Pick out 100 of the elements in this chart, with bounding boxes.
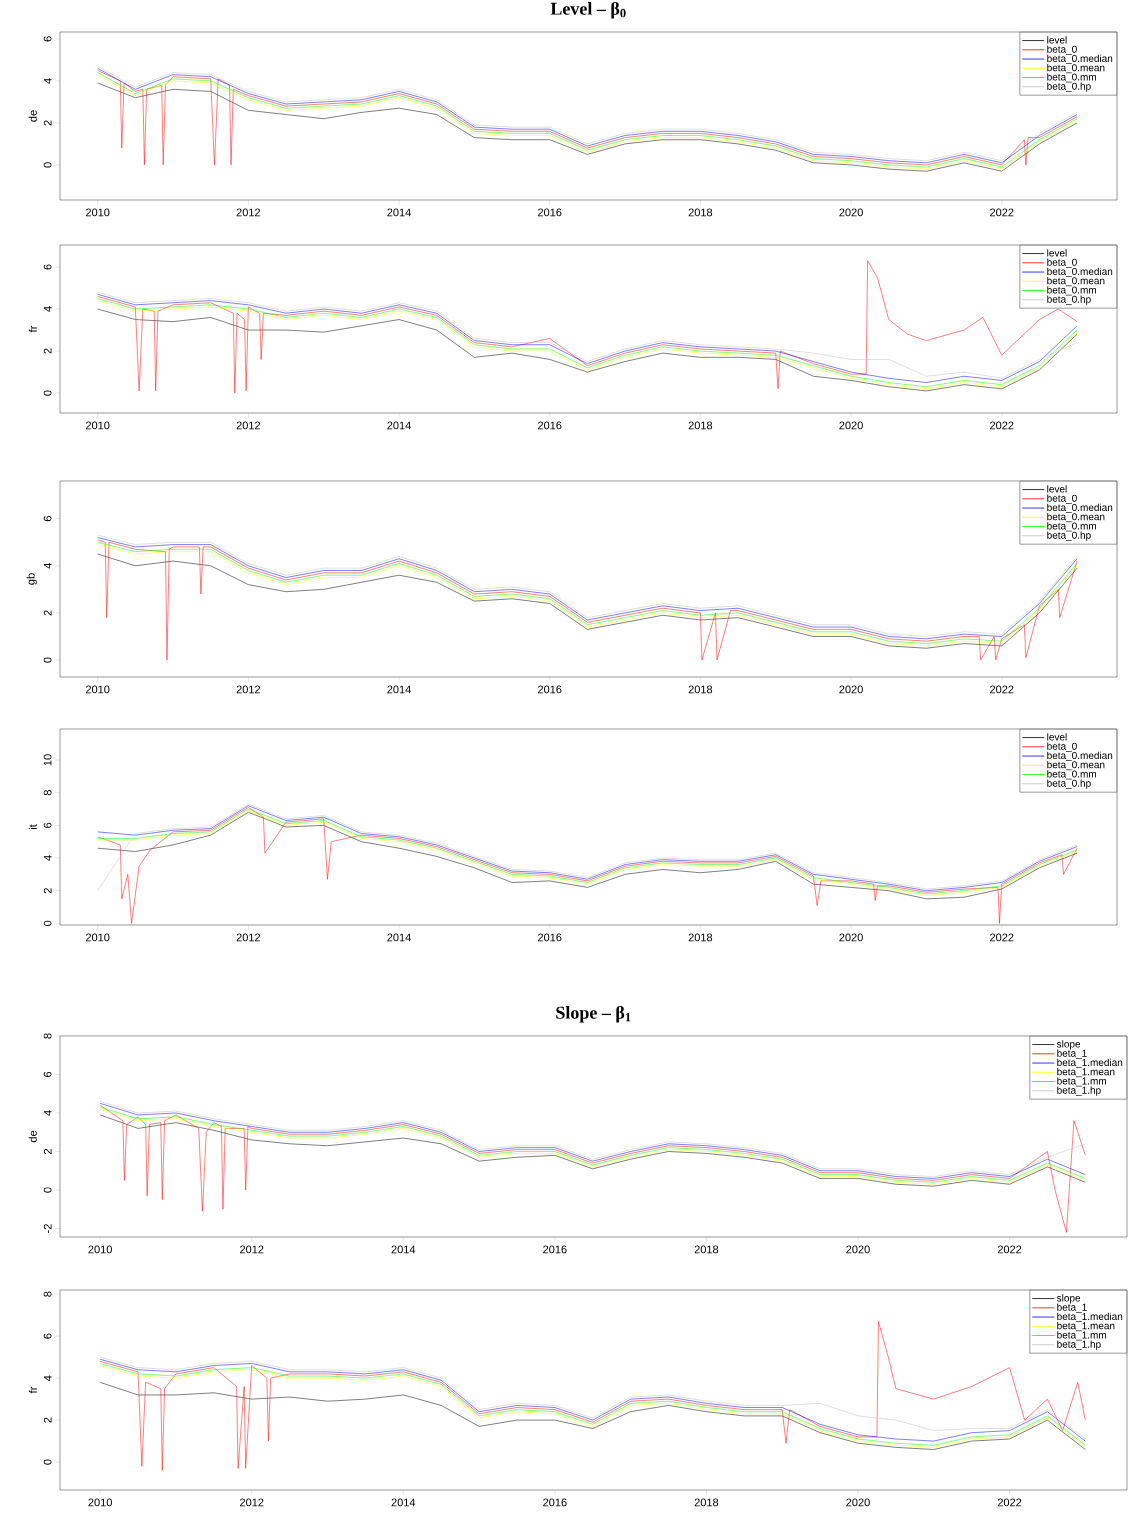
x-tick-label: 2022	[997, 1498, 1022, 1507]
legend-label: beta_0.mean	[1047, 760, 1105, 771]
legend-label: beta_1.median	[1057, 1312, 1123, 1322]
x-tick-label: 2012	[236, 685, 261, 694]
y-axis-title: fr	[28, 1386, 37, 1394]
legend-label: beta_0.median	[1047, 503, 1113, 513]
x-tick-label: 2012	[236, 421, 261, 430]
x-tick-label: 2010	[85, 421, 110, 430]
y-tick-label: 6	[43, 264, 52, 270]
legend-label: beta_0	[1047, 494, 1077, 504]
y-tick-label: 2	[43, 610, 52, 616]
x-tick-label: 2022	[997, 1245, 1022, 1254]
legend-label: beta_0	[1047, 45, 1077, 55]
y-tick-label: 10	[43, 754, 52, 766]
x-tick-label: 2016	[543, 1245, 567, 1254]
x-tick-label: 2020	[839, 208, 863, 217]
y-tick-label: 2	[43, 1149, 52, 1155]
x-tick-label: 2022	[990, 421, 1014, 430]
x-tick-label: 2020	[839, 421, 863, 430]
x-tick-label: 2016	[538, 685, 562, 694]
legend-label: beta_1.mean	[1057, 1067, 1115, 1078]
legend-label: level	[1047, 733, 1067, 741]
x-tick-label: 2010	[85, 208, 110, 217]
y-tick-label: 2	[43, 888, 52, 894]
legend-label: beta_0.mm	[1047, 770, 1097, 780]
y-axis-title: de	[28, 110, 37, 122]
x-tick-label: 2020	[839, 685, 863, 694]
legend-label: slope	[1056, 1040, 1081, 1050]
legend-label: beta_0.mean	[1047, 512, 1105, 523]
y-axis-title: gb	[26, 573, 37, 585]
x-tick-label: 2016	[538, 933, 562, 942]
x-tick-label: 2010	[88, 1498, 112, 1507]
y-tick-label: 4	[43, 306, 52, 312]
y-tick-label: 0	[43, 1187, 52, 1193]
x-tick-label: 2014	[387, 421, 411, 430]
x-tick-label: 2012	[236, 208, 261, 217]
legend-label: beta_0.hp	[1047, 82, 1091, 92]
y-tick-label: 2	[43, 1417, 52, 1423]
legend-label: beta_1.hp	[1057, 1340, 1101, 1350]
x-tick-label: 2012	[236, 933, 261, 942]
line-series	[97, 807, 1078, 924]
x-tick-label: 2010	[88, 1245, 112, 1254]
x-tick-label: 2018	[688, 421, 713, 430]
x-tick-label: 2018	[694, 1498, 719, 1507]
legend-label: beta_1.mm	[1057, 1331, 1106, 1341]
y-axis-title: de	[28, 1130, 37, 1143]
legend-label: beta_0.mm	[1047, 73, 1097, 83]
legend-label: level	[1047, 36, 1067, 44]
legend-label: beta_0.mm	[1047, 522, 1097, 532]
y-tick-label: 2	[43, 120, 52, 126]
y-tick-label: 6	[43, 822, 52, 828]
legend-label: beta_1	[1057, 1049, 1087, 1059]
y-tick-label: 6	[43, 1071, 52, 1077]
y-tick-label: 2	[43, 348, 52, 354]
x-tick-label: 2010	[85, 933, 110, 942]
y-tick-label: 8	[43, 790, 52, 796]
chart-title: Level – β$_{0}$	[550, 1, 626, 19]
x-tick-label: 2014	[387, 933, 411, 942]
legend-label: beta_1.mm	[1057, 1077, 1106, 1087]
x-tick-label: 2020	[839, 933, 863, 942]
legend-label: beta_0.hp	[1047, 531, 1091, 541]
y-tick-label: 4	[43, 1110, 52, 1116]
y-tick-label: 4	[43, 855, 52, 861]
legend-label: beta_0.median	[1047, 54, 1113, 64]
y-tick-label: 0	[43, 1459, 52, 1465]
x-tick-label: 2016	[538, 208, 562, 217]
x-tick-label: 2016	[543, 1498, 567, 1507]
x-tick-label: 2014	[391, 1498, 416, 1507]
y-tick-label: 4	[43, 1375, 52, 1381]
y-tick-label: 0	[43, 390, 52, 396]
legend-label: slope	[1056, 1294, 1081, 1304]
x-tick-label: 2018	[688, 208, 713, 217]
legend-label: beta_0.hp	[1047, 295, 1091, 305]
x-tick-label: 2020	[846, 1498, 870, 1507]
x-tick-label: 2014	[387, 685, 411, 694]
line-series	[99, 1105, 1086, 1233]
legend-label: level	[1047, 485, 1067, 493]
x-tick-label: 2018	[688, 933, 713, 942]
y-tick-label: 4	[43, 563, 52, 569]
y-tick-label: 0	[43, 920, 52, 926]
x-tick-label: 2012	[240, 1245, 264, 1254]
y-tick-label: 6	[43, 516, 52, 522]
y-tick-label: 6	[43, 36, 52, 42]
y-axis-title: fr	[28, 325, 37, 333]
legend-label: beta_0.median	[1047, 751, 1113, 761]
y-tick-label: 6	[43, 1333, 52, 1339]
y-tick-label: -2	[43, 1224, 52, 1233]
x-tick-label: 2022	[990, 933, 1014, 942]
x-tick-label: 2014	[391, 1245, 416, 1254]
y-tick-label: 0	[43, 162, 52, 168]
legend-label: beta_0.mean	[1047, 276, 1105, 287]
y-tick-label: 4	[43, 78, 52, 84]
x-tick-label: 2010	[85, 685, 110, 694]
y-tick-label: 8	[43, 1033, 52, 1039]
legend-label: beta_1.mean	[1057, 1321, 1115, 1332]
legend-label: beta_1	[1057, 1303, 1087, 1313]
line-series	[97, 539, 1078, 661]
legend-label: beta_0.mm	[1047, 286, 1097, 296]
legend-label: beta_0.hp	[1047, 779, 1091, 789]
legend-label: level	[1047, 249, 1067, 257]
